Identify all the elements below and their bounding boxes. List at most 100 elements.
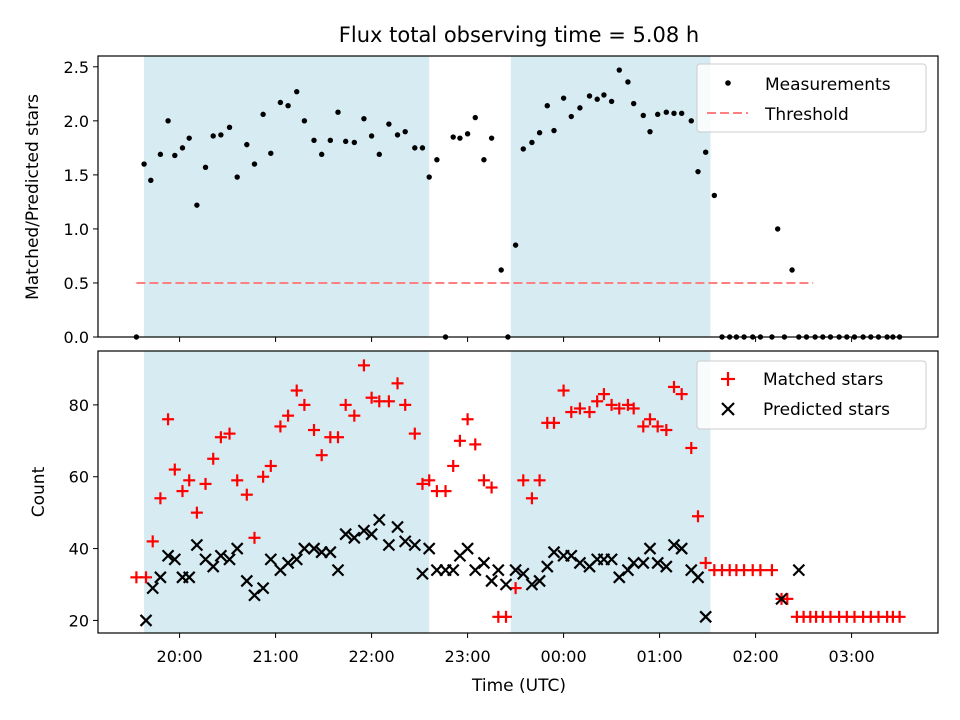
predicted-star-point <box>541 560 554 573</box>
matched-star-point <box>644 413 656 426</box>
measurement-point <box>434 157 440 163</box>
matched-star-point <box>660 424 673 437</box>
measurement-point <box>361 115 367 122</box>
measurement-point <box>218 132 224 138</box>
predicted-star-point <box>307 542 321 555</box>
predicted-star-point <box>391 520 404 534</box>
matched-star-point <box>348 409 361 422</box>
matched-star-point <box>298 398 311 411</box>
measurement-point <box>488 135 495 141</box>
bottom-panel: 20 40 60 80 20:00 21:00 22:00 23:00 00:00 01:00 0… <box>29 350 939 696</box>
predicted-star-point <box>154 571 167 584</box>
top-panel: 0.0 0.5 1.0 1.5 2.0 2.5 Matched/Predicted sta… <box>23 55 939 347</box>
measurement-point <box>577 105 583 111</box>
predicted-star-point <box>146 581 159 595</box>
measurement-point <box>157 151 164 158</box>
y-tick-label: 0.0 <box>64 328 89 347</box>
predicted-star-point <box>256 581 270 595</box>
top-x-ticks <box>179 337 853 342</box>
matched-star-point <box>525 492 538 505</box>
x-tick-label: 21:00 <box>253 647 299 666</box>
legend-predicted-marker <box>721 402 735 416</box>
measurement-point <box>544 103 550 109</box>
matched-star-point <box>668 380 680 393</box>
legend-measurements-label: Measurements <box>765 75 891 95</box>
predicted-star-point <box>357 524 371 537</box>
matched-star-point <box>893 610 906 623</box>
predicted-star-point <box>139 614 153 627</box>
matched-star-point <box>509 582 522 595</box>
measurement-point <box>277 99 284 106</box>
measurement-point <box>244 141 250 148</box>
bottom-y-ticks: 20 40 60 80 <box>69 396 98 630</box>
matched-star-point <box>248 531 261 544</box>
x-axis-label: Time (UTC) <box>471 676 566 696</box>
measurement-point <box>774 226 781 232</box>
measurement-point <box>457 135 463 141</box>
matched-star-point <box>605 398 618 411</box>
predicted-star-point <box>775 592 788 606</box>
matched-star-point <box>240 488 253 501</box>
predicted-star-point <box>324 545 337 559</box>
predicted-stars-points <box>139 513 806 627</box>
predicted-star-point <box>533 574 546 588</box>
top-observing-spans <box>144 56 711 337</box>
matched-star-point <box>583 406 596 419</box>
measurement-point <box>419 145 426 151</box>
matched-star-point <box>408 427 421 440</box>
matched-star-point <box>685 441 698 454</box>
predicted-star-point <box>373 513 386 527</box>
matched-star-point <box>447 459 460 472</box>
predicted-star-point <box>660 560 673 573</box>
bottom-legend-box <box>696 360 927 430</box>
x-tick-label: 22:00 <box>349 647 395 666</box>
measurement-point <box>386 121 392 127</box>
measurement-point <box>464 131 471 137</box>
legend-measurements-marker <box>725 80 731 86</box>
legend-matched-label: Matched stars <box>763 370 883 390</box>
matched-star-point <box>637 420 650 433</box>
predicted-star-point <box>290 553 303 566</box>
measurement-point <box>342 138 349 145</box>
measurement-point <box>301 118 308 124</box>
top-legend: Measurements Threshold <box>696 63 927 133</box>
measurement-point <box>335 109 341 115</box>
chart-title: Flux total observing time = 5.08 h <box>339 23 699 47</box>
x-tick-label: 01:00 <box>637 647 683 666</box>
matched-star-point <box>332 431 344 444</box>
y-tick-label: 2.0 <box>64 112 89 131</box>
matched-star-point <box>453 434 466 447</box>
matched-star-point <box>399 398 412 411</box>
matched-star-point <box>548 416 560 429</box>
measurement-point <box>702 149 709 155</box>
measurement-point <box>179 145 186 151</box>
measurement-point <box>194 202 200 208</box>
observing-span <box>144 56 430 337</box>
measurement-point <box>368 133 375 139</box>
predicted-star-point <box>651 556 664 570</box>
predicted-star-point <box>230 542 244 555</box>
x-tick-label: 23:00 <box>445 647 491 666</box>
matched-star-point <box>315 449 328 462</box>
measurement-point <box>327 137 334 143</box>
predicted-star-point <box>168 553 182 566</box>
predicted-star-point <box>264 553 278 566</box>
measurement-point <box>294 88 300 95</box>
predicted-star-point <box>637 556 650 570</box>
matched-star-point <box>199 477 212 490</box>
matched-star-point <box>699 556 712 569</box>
y-tick-label: 80 <box>69 396 89 415</box>
measurement-point <box>616 67 622 73</box>
predicted-star-point <box>699 610 712 624</box>
legend-matched-marker <box>721 372 735 386</box>
measurement-point <box>601 92 607 98</box>
predicted-star-point <box>348 531 361 545</box>
predicted-star-point <box>190 538 204 552</box>
matched-star-point <box>461 413 474 426</box>
measurement-point <box>695 168 701 175</box>
measurement-point <box>210 133 216 139</box>
measurement-point <box>663 109 670 115</box>
predicted-star-point <box>223 553 236 566</box>
measurement-point <box>376 151 382 158</box>
